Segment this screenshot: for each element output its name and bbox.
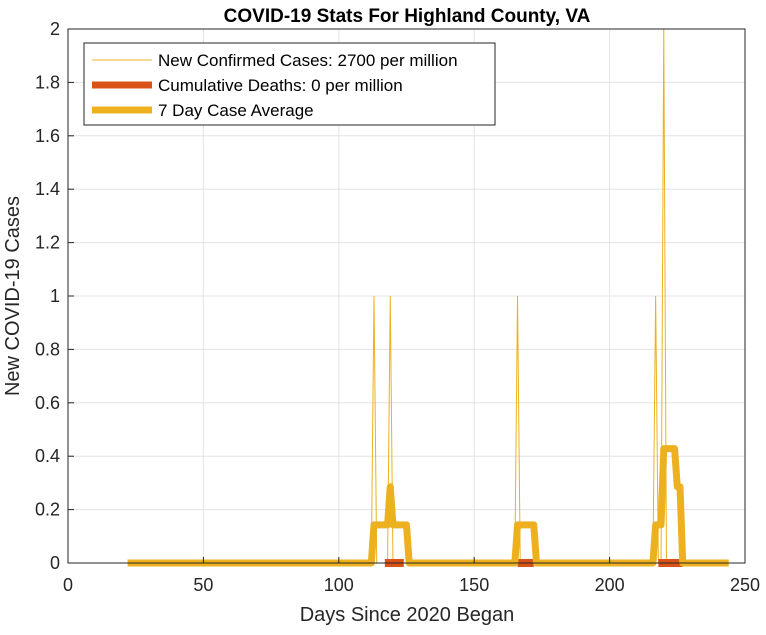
- legend: New Confirmed Cases: 2700 per million Cum…: [83, 42, 496, 126]
- y-tick-label: 1.8: [35, 72, 60, 92]
- y-tick-label: 0: [50, 553, 60, 573]
- x-tick-label: 50: [193, 575, 213, 595]
- y-tick-label: 1: [50, 286, 60, 306]
- x-tick-label: 100: [324, 575, 354, 595]
- series-line-7-day-case-average: [127, 445, 729, 567]
- x-tick-label: 200: [595, 575, 625, 595]
- y-tick-label: 2: [50, 19, 60, 39]
- y-tick-label: 0.6: [35, 393, 60, 413]
- x-tick-label: 250: [730, 575, 760, 595]
- legend-entry-7-day-case-average-label: 7 Day Case Average: [158, 101, 314, 120]
- series-line-new-confirmed-cases: [127, 28, 729, 564]
- x-tick-label: 0: [63, 575, 73, 595]
- y-tick-label: 1.6: [35, 126, 60, 146]
- y-axis-label: New COVID-19 Cases: [2, 196, 24, 396]
- legend-box: [83, 42, 496, 126]
- y-tick-label: 0.8: [35, 339, 60, 359]
- chart-title: COVID-19 Stats For Highland County, VA: [224, 6, 591, 27]
- y-tick-label: 1.4: [35, 179, 60, 199]
- tick-layer: 0 50 100 150 200 250 0 0.2 0.4 0.6 0.8 1 1.2 1.4 1.6 1.…: [35, 19, 760, 595]
- x-tick-label: 150: [459, 575, 489, 595]
- legend-entry-new-confirmed-cases-label: New Confirmed Cases: 2700 per million: [158, 51, 458, 70]
- legend-entry-cumulative-deaths-label: Cumulative Deaths: 0 per million: [158, 76, 403, 95]
- y-tick-label: 1.2: [35, 233, 60, 253]
- y-tick-label: 0.4: [35, 446, 60, 466]
- y-tick-label: 0.2: [35, 500, 60, 520]
- x-axis-label: Days Since 2020 Began: [300, 604, 515, 626]
